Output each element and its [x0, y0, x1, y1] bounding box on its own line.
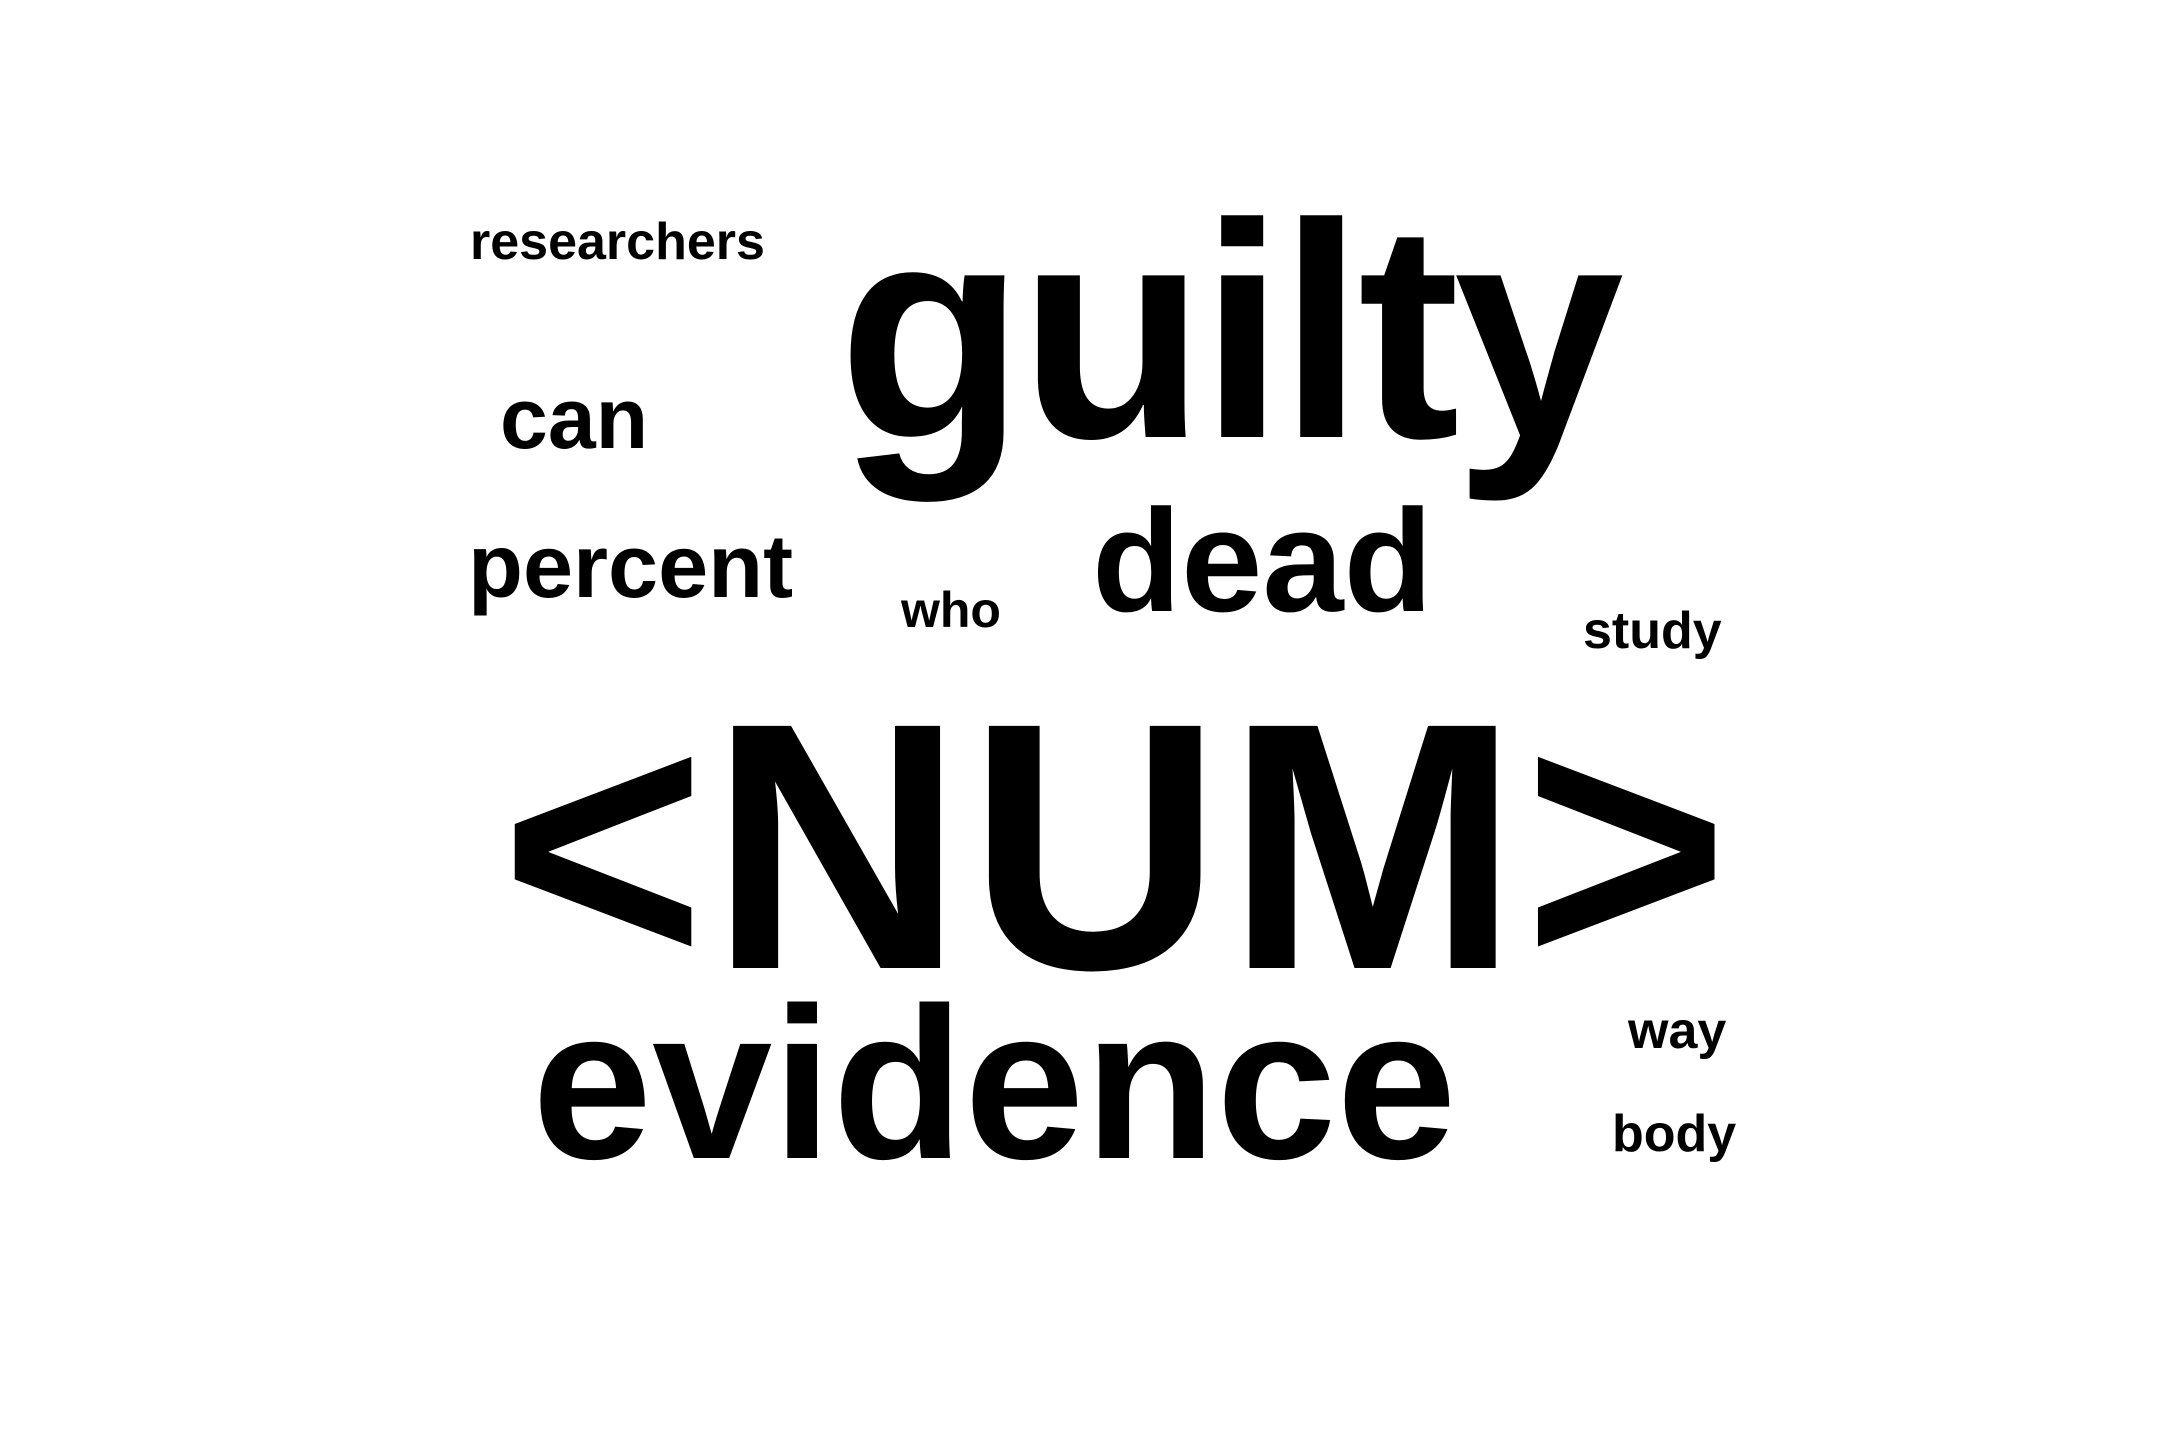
- word-who: who: [901, 582, 1001, 638]
- word-guilty: guilty: [838, 160, 1624, 502]
- word-can: can: [500, 371, 649, 467]
- word-researchers: researchers: [470, 213, 765, 271]
- word-way: way: [1628, 1002, 1727, 1060]
- word-evidence: evidence: [532, 962, 1457, 1204]
- word-study: study: [1583, 602, 1722, 660]
- word-dead: dead: [1092, 479, 1433, 642]
- word-percent: percent: [468, 517, 794, 617]
- word-num: <NUM>: [500, 649, 1733, 1043]
- word-body: body: [1612, 1105, 1737, 1163]
